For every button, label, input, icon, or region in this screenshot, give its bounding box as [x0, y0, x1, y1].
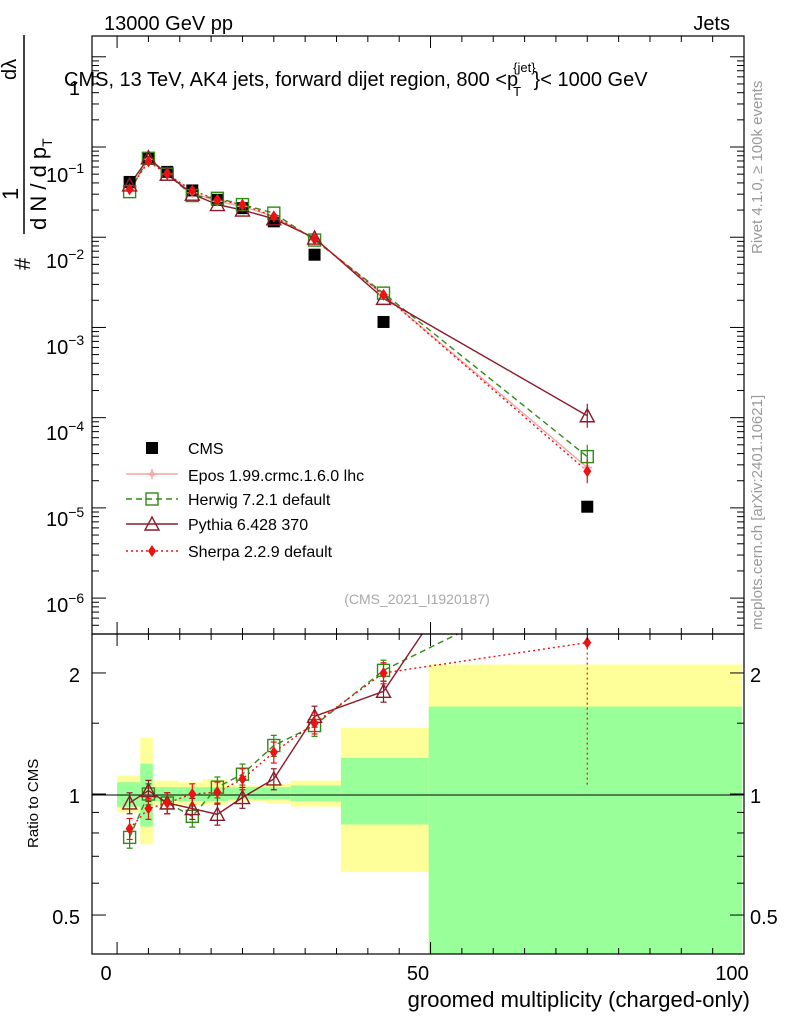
ytick-label-4: 10−4 — [46, 418, 84, 445]
ytick-label-0: 1 — [69, 78, 80, 100]
header-left: 13000 GeV pp — [104, 13, 233, 35]
legend-label-herwig: Herwig 7.2.1 default — [188, 492, 331, 509]
ratio-point-2-0 — [125, 822, 134, 835]
main-point-0-8 — [377, 315, 390, 328]
ylabel-hash2: # — [0, 138, 5, 150]
main-point-4-3 — [188, 184, 197, 197]
ratio-bands — [117, 664, 743, 954]
band-stat-5 — [228, 787, 266, 800]
ratio-point-1-4 — [209, 805, 226, 822]
ratio-point-2-3 — [188, 788, 197, 800]
main-point-4-0 — [125, 183, 134, 196]
ylabel-dn: d N / d pT — [26, 138, 55, 230]
ratio-point-2-1 — [144, 802, 153, 815]
band-stat-9 — [428, 706, 743, 954]
legend-marker-1 — [147, 469, 157, 479]
xtick-label-50: 50 — [407, 963, 429, 985]
main-title: CMS, 13 TeV, AK4 jets, forward dijet reg… — [64, 60, 648, 99]
header-right: Jets — [693, 13, 730, 35]
ratio-point-2-4 — [213, 786, 222, 799]
main-point-3-8 — [375, 289, 392, 306]
ratio-point-2-5 — [238, 772, 247, 785]
main-point-4-1 — [144, 155, 153, 168]
mcplots-label: mcplots.cern.ch [arXiv:2401.10621] — [749, 395, 766, 630]
ytick-label-5: 10−5 — [46, 504, 84, 531]
main-point-0-7 — [308, 248, 321, 261]
main-line-3 — [129, 156, 588, 417]
ratio-ytick-05-right: 0.5 — [750, 907, 778, 929]
main-point-4-8 — [379, 288, 388, 301]
ratio-point-2-9 — [583, 636, 592, 649]
ratio-line-2 — [129, 641, 588, 830]
watermark: (CMS_2021_I1920187) — [344, 591, 490, 607]
main-point-3-5 — [234, 201, 251, 217]
legend-marker-4 — [148, 545, 156, 557]
band-stat-7 — [290, 785, 341, 802]
ratio-point-1-5 — [234, 789, 251, 805]
legend-label-pythia: Pythia 6.428 370 — [188, 517, 308, 534]
main-point-3-9 — [579, 407, 596, 423]
rivet-label: Rivet 4.1.0, ≥ 100k events — [749, 81, 766, 254]
ratio-series — [121, 634, 592, 849]
legend: CMS Epos 1.99.crmc.1.6.0 lhc Herwig 7.2.… — [126, 441, 364, 561]
xtick-label-100: 100 — [715, 963, 748, 985]
ratio-point-2-8 — [379, 666, 388, 679]
main-point-4-6 — [269, 210, 278, 223]
ratio-point-1-1 — [140, 782, 157, 798]
ytick-label-1: 10−1 — [46, 160, 84, 187]
band-stat-0 — [117, 782, 141, 807]
main-point-3-6 — [265, 210, 282, 226]
main-series — [121, 149, 596, 513]
ratio-ylabel: Ratio to CMS — [25, 759, 42, 848]
x-axis-label: groomed multiplicity (charged-only) — [408, 987, 750, 1012]
xtick-label-0: 0 — [100, 963, 111, 985]
ytick-label-6: 10−6 — [46, 590, 84, 617]
ytick-label-2: 10−2 — [46, 246, 84, 273]
main-point-3-3 — [184, 185, 201, 201]
band-stat-6 — [265, 787, 291, 800]
main-ylabel: # 1 d N / d pT # d pT d 2 N dλ — [0, 35, 55, 270]
ratio-point-2-2 — [163, 796, 172, 809]
legend-label-epos: Epos 1.99.crmc.1.6.0 lhc — [188, 468, 364, 485]
ratio-ytick-2-left: 2 — [69, 665, 80, 687]
legend-marker-2 — [145, 492, 159, 506]
ratio-point-1-0 — [121, 794, 138, 810]
legend-marker-1-o — [149, 471, 155, 477]
main-point-3-4 — [209, 196, 226, 212]
ratio-ytick-1-left: 1 — [69, 786, 80, 808]
title-end: }< 1000 GeV — [534, 69, 649, 91]
ratio-point-1-6 — [265, 770, 282, 786]
band-stat-8 — [340, 757, 429, 825]
ylabel-dlambda: dλ — [0, 59, 21, 80]
legend-marker-3 — [143, 515, 161, 531]
ratio-point-1-3 — [184, 800, 201, 816]
ratio-point-2-7 — [310, 717, 319, 730]
main-point-4-2 — [163, 168, 172, 181]
title-sub: T — [513, 84, 521, 99]
ytick-label-3: 10−3 — [46, 332, 84, 359]
main-point-4-9 — [583, 465, 592, 478]
ratio-ytick-2-right: 2 — [750, 665, 761, 687]
legend-label-sherpa: Sherpa 2.2.9 default — [188, 544, 333, 561]
axis-ticks — [92, 36, 745, 954]
ratio-line-1 — [129, 634, 423, 816]
main-point-4-4 — [213, 193, 222, 206]
main-y-tick-labels: 1 10−1 10−2 10−3 10−4 10−5 10−6 — [46, 78, 84, 617]
title-main: CMS, 13 TeV, AK4 jets, forward dijet reg… — [64, 69, 518, 91]
ylabel-hash1: # — [10, 257, 35, 270]
ratio-ytick-05-left: 0.5 — [52, 907, 80, 929]
ylabel-one: 1 — [0, 188, 23, 200]
main-point-0-9 — [581, 500, 594, 513]
ratio-point-1-8 — [375, 682, 392, 699]
title-sup: {jet} — [513, 60, 536, 75]
ratio-point-2-6 — [269, 746, 278, 759]
ratio-ytick-1-right: 1 — [750, 786, 761, 808]
main-point-4-7 — [310, 233, 319, 246]
main-line-4 — [129, 160, 588, 472]
legend-label-cms: CMS — [188, 441, 224, 458]
legend-marker-0 — [146, 442, 158, 454]
main-point-4-5 — [238, 198, 247, 211]
